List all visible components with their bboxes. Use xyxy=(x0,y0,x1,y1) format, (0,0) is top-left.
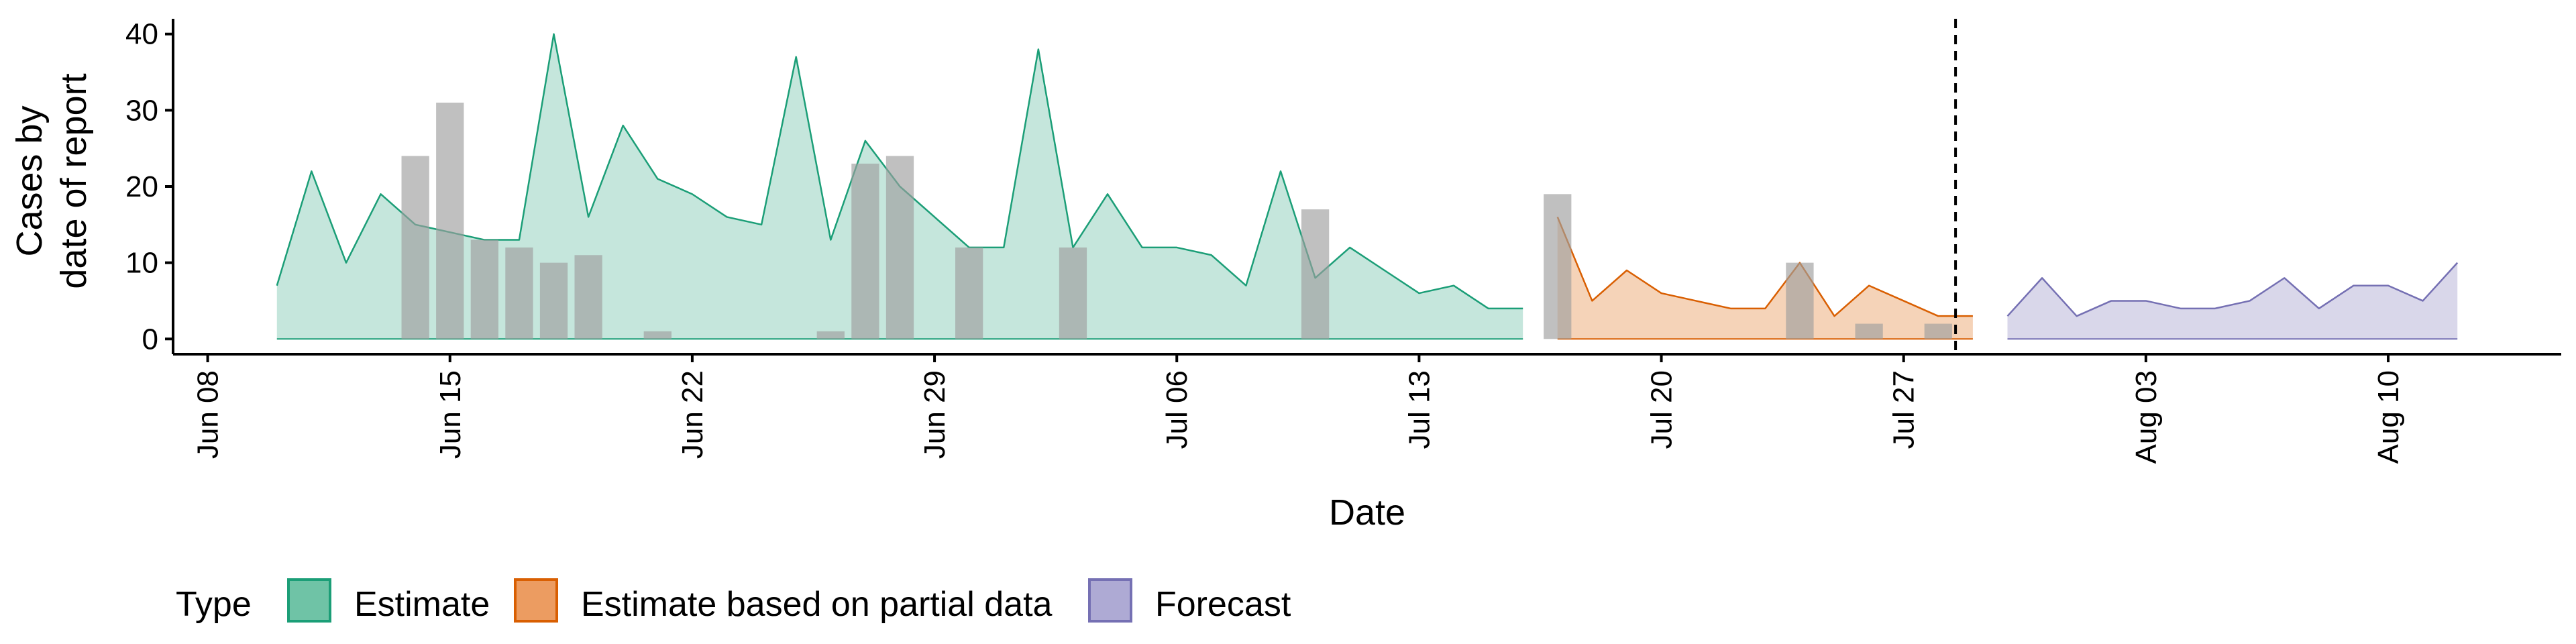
y-tick-label: 40 xyxy=(125,18,158,51)
x-tick-label: Aug 03 xyxy=(2130,370,2163,464)
series-area-2 xyxy=(2007,262,2458,339)
x-tick-label: Jun 15 xyxy=(434,370,467,459)
x-ticks: Jun 08 Jun 15 Jun 22 Jun 29 Jul 06 Jul 13 Jul … xyxy=(192,354,2405,464)
x-tick-label: Jul 13 xyxy=(1403,370,1436,449)
reported-case-bar xyxy=(539,262,568,339)
x-axis-title: Date xyxy=(1329,492,1405,533)
series-line-2 xyxy=(2006,262,2459,317)
reported-case-bar xyxy=(1855,323,1883,339)
legend-label-partial: Estimate based on partial data xyxy=(581,585,1053,624)
reported-case-bar xyxy=(643,331,672,339)
legend-key-forecast xyxy=(1088,578,1132,623)
series-area-1 xyxy=(1557,217,1973,339)
reported-case-bar xyxy=(1544,194,1572,339)
x-tick-label: Jun 22 xyxy=(676,370,709,459)
reported-case-bar xyxy=(816,331,845,339)
y-axis-title-line-2: date of report xyxy=(54,73,94,288)
x-tick-label: Aug 10 xyxy=(2372,370,2405,464)
reported-case-bar xyxy=(851,163,879,339)
series-line-1 xyxy=(1556,216,1973,317)
reported-case-bar xyxy=(574,255,602,339)
x-tick-label: Jul 20 xyxy=(1646,370,1678,449)
legend-label-forecast: Forecast xyxy=(1155,585,1291,624)
plot-area xyxy=(276,19,2459,354)
x-tick-label: Jul 27 xyxy=(1888,370,1921,449)
reported-case-bar xyxy=(955,247,983,339)
reported-case-bar xyxy=(470,239,498,339)
legend: Type Estimate Estimate based on partial … xyxy=(176,578,1291,624)
x-tick-label: Jul 06 xyxy=(1161,370,1193,449)
reported-case-bar xyxy=(1301,209,1330,339)
y-axis-title-line-1: Cases by xyxy=(9,105,50,256)
y-ticks: 0 10 20 30 40 xyxy=(125,18,173,356)
y-tick-label: 0 xyxy=(142,323,158,356)
x-tick-label: Jun 29 xyxy=(918,370,951,459)
y-tick-label: 30 xyxy=(125,94,158,127)
reported-case-bar xyxy=(1059,247,1087,339)
reported-case-bar xyxy=(885,156,914,339)
x-tick-label: Jun 08 xyxy=(192,370,225,459)
legend-key-partial xyxy=(514,578,558,623)
y-tick-label: 10 xyxy=(125,247,158,280)
legend-key-estimate xyxy=(287,578,331,623)
reported-case-bar xyxy=(1924,323,1952,339)
reported-case-bar xyxy=(436,103,464,339)
reported-case-bar xyxy=(1786,262,1814,339)
legend-title: Type xyxy=(176,585,252,624)
reported-case-bar xyxy=(401,156,429,339)
reported-case-bar xyxy=(505,247,533,339)
y-tick-label: 20 xyxy=(125,170,158,203)
legend-label-estimate: Estimate xyxy=(354,585,490,624)
